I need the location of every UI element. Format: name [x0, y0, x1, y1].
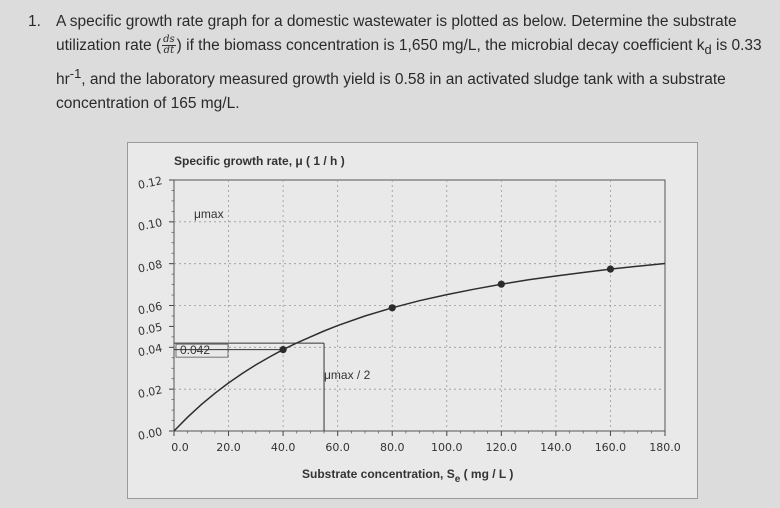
- y-tick-label: 0.08: [137, 258, 164, 276]
- question-text-part1: A specific growth rate graph for a domes…: [56, 13, 737, 54]
- question-text: A specific growth rate graph for a domes…: [56, 10, 773, 116]
- question-text-part3: is 0.33 hr: [56, 37, 762, 89]
- x-tick-label: 60.0: [325, 441, 350, 454]
- ds-dt-fraction: ds dt: [162, 35, 176, 56]
- x-tick-label: 140.0: [540, 441, 572, 454]
- y-tick-label: 0.12: [137, 174, 164, 192]
- y-tick-label: 0.05: [137, 321, 164, 339]
- mu-max-label: μmax: [194, 207, 224, 221]
- growth-rate-chart: 0.00 0.02 0.04 0.05 0.06 0.08 0.10 0.12 0.0 20.0…: [137, 154, 681, 485]
- kd-subscript: d: [704, 42, 712, 58]
- question-number: 1.: [28, 13, 41, 30]
- chart-card: 0.00 0.02 0.04 0.05 0.06 0.08 0.10 0.12 0.0 20.0…: [127, 142, 698, 499]
- y-tick-label: 0.00: [137, 425, 164, 443]
- x-tick-labels: 0.0 20.0 40.0 60.0 80.0 100.0 120.0 140.0 160.0 1…: [171, 441, 681, 454]
- x-tick-label: 40.0: [271, 441, 296, 454]
- fraction-numerator: ds: [162, 34, 176, 47]
- data-point: [279, 346, 287, 354]
- y-tick-label: 0.10: [137, 216, 164, 234]
- x-tick-label: 20.0: [216, 441, 241, 454]
- half-mu-max-label: μmax / 2: [324, 368, 371, 382]
- x-tick-label: 80.0: [380, 441, 405, 454]
- half-level-box: [175, 343, 229, 358]
- chart-title: Specific growth rate, μ ( 1 / h ): [174, 154, 345, 168]
- x-tick-label: 100.0: [431, 441, 463, 454]
- x-axis-label: Substrate concentration, Se ( mg / L ): [302, 467, 513, 485]
- half-level-label: 0.042: [180, 343, 210, 357]
- question-text-part4: , and the laboratory measured growth yie…: [56, 71, 726, 113]
- guide-lines: [174, 342, 325, 431]
- question-block: 1. A specific growth rate graph for a do…: [28, 10, 773, 116]
- data-point: [606, 265, 615, 273]
- ticks: [169, 179, 666, 436]
- y-tick-label: 0.04: [137, 341, 164, 359]
- question-text-part2: ) if the biomass concentration is 1,650 …: [176, 37, 705, 54]
- data-points: [279, 265, 615, 354]
- x-tick-label: 160.0: [595, 441, 627, 454]
- hr-superscript: -1: [69, 66, 82, 82]
- grid: [173, 179, 666, 432]
- y-tick-label: 0.02: [137, 383, 164, 401]
- x-tick-label: 120.0: [486, 441, 518, 454]
- x-tick-label: 180.0: [649, 441, 681, 454]
- y-tick-labels: 0.00 0.02 0.04 0.05 0.06 0.08 0.10 0.12: [137, 174, 164, 443]
- fraction-denominator: dt: [163, 45, 175, 57]
- series-line: [173, 262, 666, 432]
- x-tick-label: 0.0: [171, 441, 189, 454]
- data-point: [388, 304, 396, 312]
- data-point: [497, 280, 505, 288]
- y-tick-label: 0.06: [137, 300, 164, 318]
